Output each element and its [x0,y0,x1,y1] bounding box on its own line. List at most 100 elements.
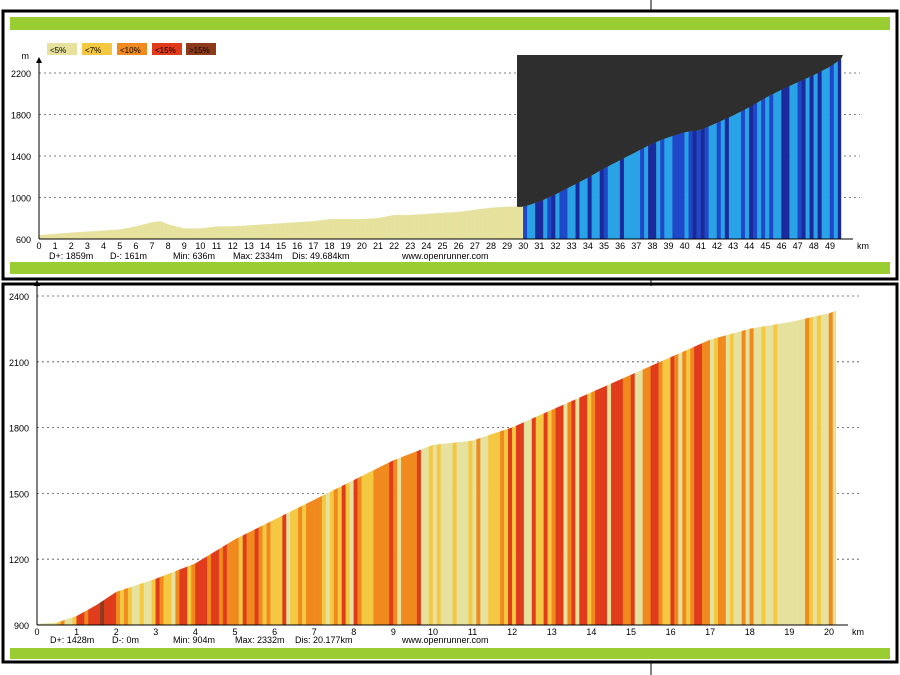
grade-segment [60,619,65,626]
grade-segment [563,187,568,240]
y-tick-label: 1400 [11,152,31,162]
grade-segment [646,365,651,626]
grade-segment [500,429,505,626]
grade-segment [603,166,609,240]
x-tick-label: 36 [615,241,625,251]
x-tick-label: 15 [276,241,286,251]
x-tick-label: 5 [232,627,237,637]
grade-segment [833,60,839,240]
y-tick-label: 1800 [9,424,29,434]
grade-segment [539,199,544,240]
grade-segment [535,201,540,240]
grade-segment [401,214,407,240]
x-tick-label: 44 [744,241,754,251]
grade-segment [700,127,706,240]
grade-segment [214,548,220,626]
grade-segment [476,437,481,626]
y-tick-label: 2200 [11,69,31,79]
grade-segment [486,207,492,240]
grade-segment [801,78,806,240]
grade-segment [87,231,92,240]
grade-segment [478,208,484,240]
grade-segment [640,147,645,240]
grade-segment [163,222,169,240]
grade-segment [567,185,572,240]
grade-segment [614,379,620,626]
grade-segment [793,320,798,626]
grade-segment [440,443,446,626]
grade-segment [171,570,176,626]
grade-segment [519,206,524,240]
bottom-chart-frame [1,282,899,664]
grade-segment [559,189,564,240]
y-tick-label: 1800 [11,111,31,121]
grade-segment [83,231,88,240]
grade-segment [289,222,294,240]
grade-segment [692,130,697,240]
grade-segment [583,393,588,626]
grade-segment [504,428,509,626]
grade-segment [820,314,826,626]
stats-d-plus: D+: 1859m [49,251,93,261]
grade-segment [151,221,157,240]
grade-segment [480,436,485,626]
legend-swatch [82,43,112,55]
grade-segment [470,209,476,240]
grade-segment [345,481,351,626]
grade-segment [527,203,532,240]
grade-segment [432,444,438,626]
grade-segment [179,567,184,626]
grade-segment [607,383,612,626]
y-tick-label: 1500 [9,489,29,499]
x-tick-label: 10 [195,241,205,251]
grade-segment [656,140,661,240]
grade-segment [422,213,427,240]
stats-dis: Dis: 49.684km [292,251,350,261]
grade-segment [381,216,387,240]
grade-segment [260,224,266,240]
x-tick-label: 34 [583,241,593,251]
grade-segment [159,221,165,240]
grade-segment [543,197,548,240]
grade-segment [92,604,97,626]
stats-dis: Dis: 20.177km [295,635,353,645]
grade-segment [575,397,580,626]
grade-segment [139,582,145,626]
grade-segment [264,224,270,240]
grade-segment [591,390,596,626]
x-tick-label: 2 [114,627,119,637]
grade-segment [180,227,185,240]
grade-segment [167,224,173,240]
grade-segment [789,83,794,240]
grade-segment [199,558,204,626]
grade-segment [535,415,541,626]
grade-segment [716,120,722,240]
grade-segment [438,212,443,240]
grade-segment [274,517,279,626]
grade-segment [737,330,743,626]
grade-segment [436,444,442,626]
grade-segment [619,157,625,240]
grade-segment [634,371,640,626]
grade-segment [805,317,810,626]
grade-segment [725,334,731,626]
grade-segment [301,221,306,240]
grade-segment [527,418,533,626]
grade-segment [452,442,457,626]
grade-segment [515,423,521,626]
grade-segment [808,316,814,626]
grade-segment [662,358,667,626]
grade-segment [599,386,604,626]
grade-segment [502,206,508,240]
grade-segment [765,95,770,240]
grade-segment [127,227,133,240]
grade-segment [100,599,105,626]
grade-segment [341,483,347,626]
grade-segment [123,587,129,626]
grade-segment [127,586,133,626]
grade-segment [769,324,774,626]
grade-segment [313,220,318,240]
grade-segment [462,210,467,240]
x-tick-label: 35 [599,241,609,251]
grade-segment [325,219,330,240]
